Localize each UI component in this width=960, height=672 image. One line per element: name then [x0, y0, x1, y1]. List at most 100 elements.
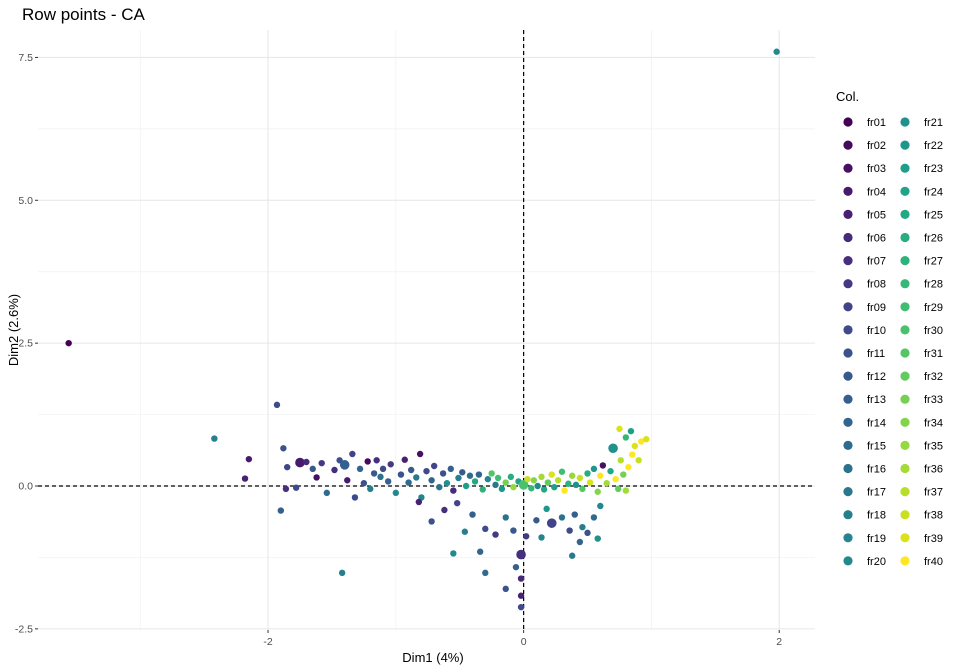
data-point — [211, 435, 218, 442]
data-point — [492, 531, 499, 538]
data-point — [607, 467, 614, 475]
legend-key-fr37 — [900, 487, 910, 497]
data-point — [416, 450, 424, 458]
legend-label-fr03: fr03 — [867, 163, 886, 175]
data-point — [507, 473, 515, 481]
legend-key-fr31 — [900, 348, 910, 358]
data-point — [356, 465, 364, 473]
data-point — [482, 569, 489, 577]
data-point — [590, 465, 598, 473]
data-point — [576, 474, 584, 482]
legend-label-fr29: fr29 — [924, 302, 943, 314]
legend-key-fr13 — [843, 394, 853, 404]
data-point — [502, 585, 509, 593]
data-point — [544, 479, 552, 486]
data-point — [379, 465, 387, 473]
data-point — [517, 603, 525, 611]
data-point — [584, 529, 591, 537]
data-point — [405, 479, 412, 486]
data-point — [280, 445, 287, 452]
data-point — [524, 475, 531, 483]
legend-key-fr07 — [843, 256, 853, 266]
data-point — [620, 471, 627, 478]
legend-key-fr33 — [900, 394, 910, 404]
legend-key-fr09 — [843, 302, 853, 312]
data-point — [627, 427, 635, 435]
data-point — [522, 533, 530, 540]
data-point — [488, 470, 495, 477]
data-point — [637, 438, 645, 445]
data-point — [439, 470, 447, 477]
legend-key-fr21 — [900, 117, 910, 127]
data-point — [534, 482, 541, 490]
legend-label-fr10: fr10 — [867, 325, 886, 337]
data-point — [502, 479, 509, 486]
data-point — [453, 499, 461, 507]
data-point — [415, 498, 423, 506]
data-point — [377, 473, 384, 481]
legend-label-fr12: fr12 — [867, 371, 886, 383]
data-point — [538, 534, 545, 541]
data-point — [614, 485, 622, 493]
data-point — [548, 471, 555, 478]
x-axis-title: Dim1 (4%) — [402, 650, 463, 665]
data-point — [428, 518, 435, 525]
data-point — [318, 459, 325, 467]
data-point — [450, 550, 457, 557]
data-point — [241, 475, 249, 482]
data-point — [540, 486, 548, 493]
legend-key-fr14 — [843, 417, 853, 427]
data-point — [462, 482, 470, 490]
legend-key-fr36 — [900, 463, 910, 474]
legend-label-fr13: fr13 — [867, 394, 886, 406]
data-points — [65, 48, 780, 611]
data-point — [323, 489, 331, 497]
legend-label-fr23: fr23 — [924, 163, 943, 175]
data-point — [599, 462, 607, 469]
data-point — [413, 474, 420, 481]
data-point — [344, 477, 351, 484]
legend-key-fr18 — [843, 510, 853, 520]
data-point — [510, 527, 517, 534]
legend-key-fr24 — [900, 186, 910, 196]
legend-label-fr25: fr25 — [924, 209, 943, 221]
data-point — [407, 466, 415, 474]
data-point — [543, 505, 550, 513]
legend-label-fr22: fr22 — [924, 140, 943, 152]
data-point — [428, 477, 435, 484]
data-point — [494, 474, 502, 482]
legend-label-fr19: fr19 — [867, 533, 886, 545]
legend-label-fr18: fr18 — [867, 510, 886, 522]
y-tick-label: 7.5 — [18, 52, 33, 64]
data-point — [518, 480, 529, 490]
data-point — [295, 457, 305, 468]
legend-key-fr19 — [843, 533, 853, 543]
data-point — [282, 485, 290, 493]
data-point — [443, 479, 451, 487]
data-point — [635, 457, 642, 464]
y-axis-ticks: -2.5 0.0 2.5 5.0 7.5 — [15, 52, 38, 635]
data-point — [561, 487, 568, 494]
x-tick-label: -2 — [263, 636, 272, 648]
data-point — [512, 563, 520, 571]
legend-label-fr28: fr28 — [924, 279, 943, 291]
data-point — [397, 471, 405, 478]
legend-key-fr17 — [843, 487, 853, 497]
data-point — [65, 339, 72, 347]
reference-lines — [38, 30, 815, 630]
legend-key-fr27 — [900, 256, 910, 266]
legend-label-fr39: fr39 — [924, 533, 943, 545]
legend-label-fr20: fr20 — [867, 556, 886, 568]
data-point — [373, 457, 380, 464]
legend-title: Col. — [836, 89, 859, 104]
legend-key-fr10 — [843, 325, 853, 335]
data-point — [597, 472, 604, 479]
legend-key-fr15 — [843, 440, 853, 450]
legend-key-fr35 — [900, 440, 910, 450]
data-point — [528, 485, 535, 492]
data-point — [590, 514, 598, 521]
data-point — [455, 474, 462, 482]
legend-label-fr05: fr05 — [867, 209, 886, 221]
legend-key-fr06 — [843, 232, 853, 243]
data-point — [530, 477, 538, 484]
